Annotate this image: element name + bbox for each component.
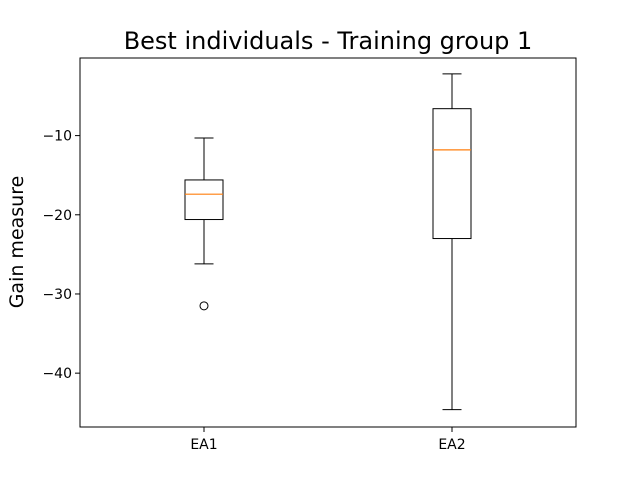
- x-tick-label: EA1: [190, 437, 217, 453]
- y-tick-label: −30: [42, 287, 72, 303]
- box-iqr: [184, 179, 224, 221]
- y-tick-label: −20: [42, 208, 72, 224]
- x-tick-label: EA2: [438, 437, 465, 453]
- y-axis-label: Gain measure: [6, 176, 28, 309]
- y-tick-label: −40: [42, 366, 72, 382]
- chart-title: Best individuals - Training group 1: [124, 27, 533, 55]
- outlier-point: [199, 301, 209, 311]
- box-iqr: [432, 108, 472, 240]
- plot-frame: [79, 57, 577, 428]
- plot-area: −40 −30 −20 −10 EA1 EA2: [42, 73, 472, 453]
- y-tick-label: −10: [42, 129, 72, 145]
